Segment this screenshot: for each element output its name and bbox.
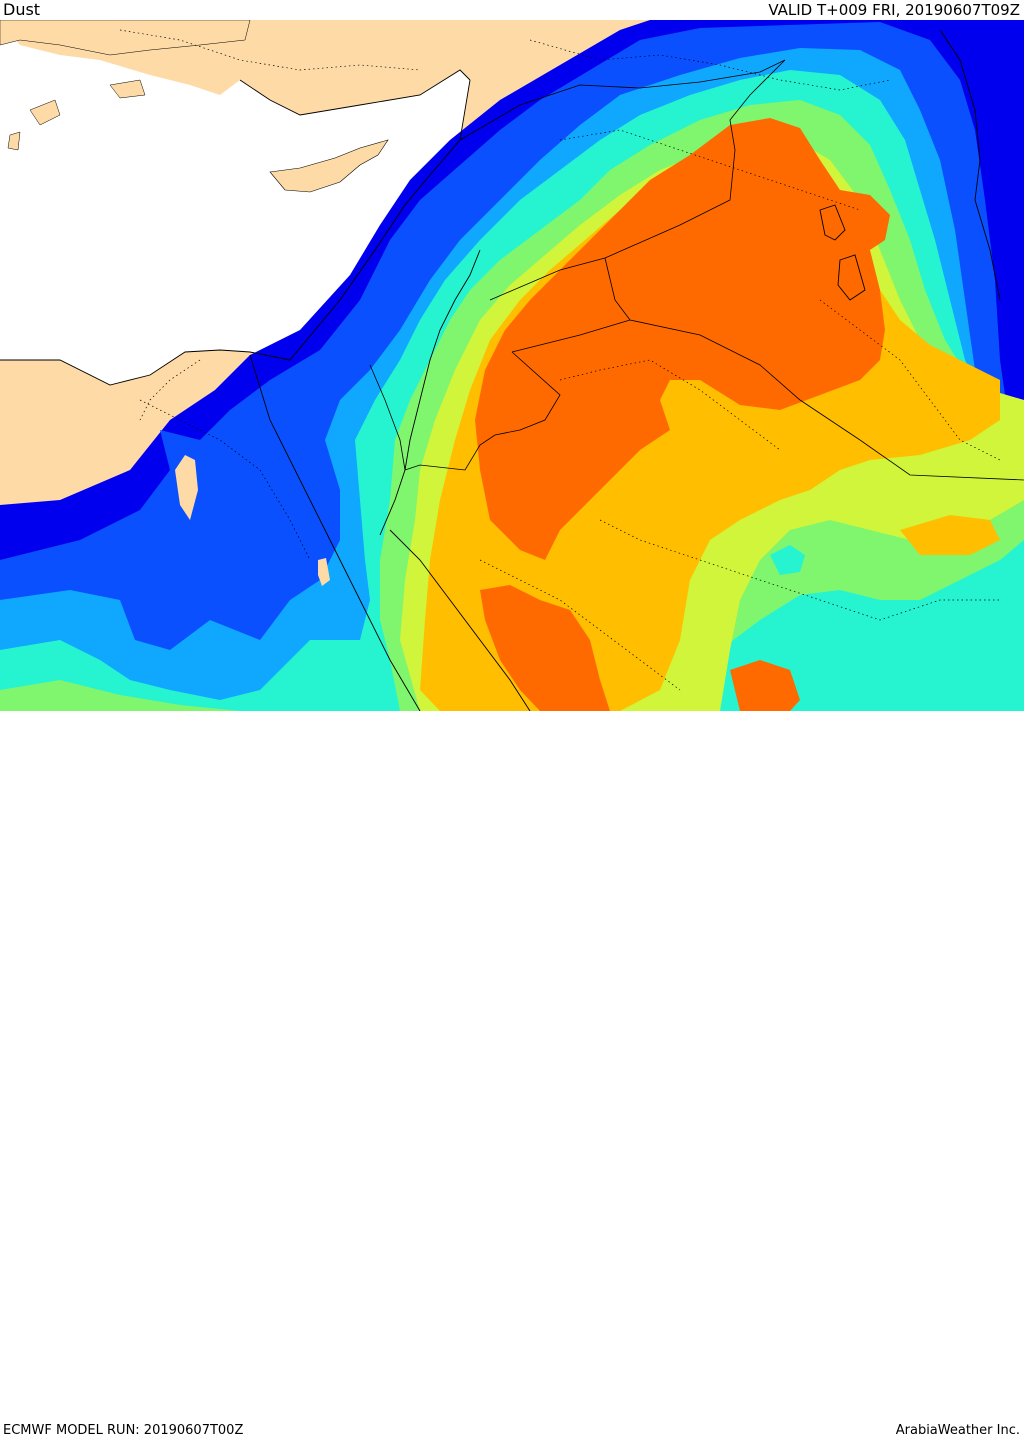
dust-map — [0, 20, 1024, 711]
province-borders — [119, 29, 1001, 691]
map-title: Dust — [3, 0, 41, 19]
cyprus-island — [269, 139, 389, 193]
credit-label: ArabiaWeather Inc. — [895, 1423, 1020, 1438]
model-run: ECMWF MODEL RUN: 20190607T00Z — [3, 1423, 244, 1438]
mediterranean-sea — [0, 20, 470, 385]
header-bar: Dust VALID T+009 FRI, 20190607T09Z — [0, 0, 1024, 20]
dust-level-8 — [475, 118, 890, 711]
country-borders — [369, 59, 1024, 481]
valid-time: VALID T+009 FRI, 20190607T09Z — [768, 1, 1020, 19]
footer-bar: ECMWF MODEL RUN: 20190607T00Z ArabiaWeat… — [0, 711, 1024, 1438]
